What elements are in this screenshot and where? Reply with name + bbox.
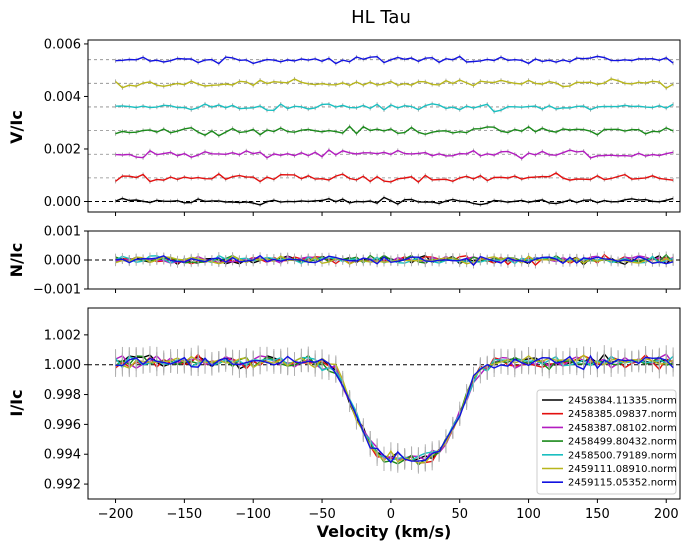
- legend-label: 2458384.11335.norm: [568, 396, 677, 407]
- y-tick-label: 0.006: [44, 37, 81, 52]
- series-line-v-3: [115, 148, 674, 160]
- panel-i: 0.992 0.994 0.996 0.998 1.000 1.002 −200 −150 −1…: [7, 307, 681, 522]
- chart-title: HL Tau: [351, 7, 411, 28]
- series-line-i-5: [114, 355, 674, 462]
- legend-label: 2459111.08910.norm: [568, 464, 677, 475]
- y-tick-label: 0.001: [44, 225, 81, 240]
- y-tick-label: 1.000: [44, 358, 81, 373]
- legend-box: [536, 389, 677, 495]
- y-tick-label: 0.000: [44, 195, 81, 210]
- x-tick-label: 50: [451, 507, 468, 522]
- axes-frame: [87, 39, 681, 213]
- legend-label: 2458499.80432.norm: [568, 437, 677, 448]
- x-tick-label: 150: [585, 507, 610, 522]
- x-tick-label: −100: [235, 507, 271, 522]
- x-tick-label: 0: [387, 507, 395, 522]
- legend: 2458384.11335.norm 2458385.09837.norm 2458…: [536, 389, 677, 495]
- panel-n: −0.001 0.000 0.001 N/Ic: [7, 225, 681, 298]
- legend-label: 2458387.08102.norm: [568, 423, 677, 434]
- x-tick-label: 100: [516, 507, 541, 522]
- series-line-v-2: [115, 172, 674, 184]
- legend-label: 2458500.79189.norm: [568, 450, 677, 461]
- y-tick-label: 0.004: [44, 90, 81, 105]
- x-axis-label: Velocity (km/s): [317, 522, 452, 541]
- series-line-v-4: [115, 125, 674, 137]
- y-tick-label: 0.002: [44, 142, 81, 157]
- y-tick-label: 0.000: [44, 254, 81, 269]
- legend-label: 2459115.05352.norm: [568, 478, 677, 489]
- y-tick-label: −0.001: [33, 283, 81, 298]
- y-axis-label: V/Ic: [7, 110, 26, 144]
- x-tick-label: −200: [98, 507, 134, 522]
- series-line-v-5: [115, 103, 674, 113]
- y-axis-label: I/Ic: [7, 389, 26, 416]
- x-tick-label: 200: [654, 507, 679, 522]
- legend-label: 2458385.09837.norm: [568, 409, 677, 420]
- y-tick-label: 1.002: [44, 328, 81, 343]
- series-line-v-1: [115, 196, 674, 206]
- panel-v: 0.000 0.002 0.004 0.006 V/Ic: [7, 37, 681, 216]
- y-tick-label: 0.996: [44, 418, 81, 433]
- y-tick-label: 0.992: [44, 478, 81, 493]
- series-line-v-7: [115, 55, 674, 65]
- series-line-i-7: [115, 354, 674, 464]
- y-axis-label: N/Ic: [7, 243, 26, 278]
- series-line-v-6: [115, 78, 674, 89]
- axes-frame: [87, 307, 681, 500]
- y-tick-label: 0.994: [44, 448, 81, 463]
- series-line-n-7: [115, 254, 674, 267]
- x-tick-label: −50: [308, 507, 335, 522]
- x-tick-label: −150: [167, 507, 203, 522]
- y-tick-label: 0.998: [44, 388, 81, 403]
